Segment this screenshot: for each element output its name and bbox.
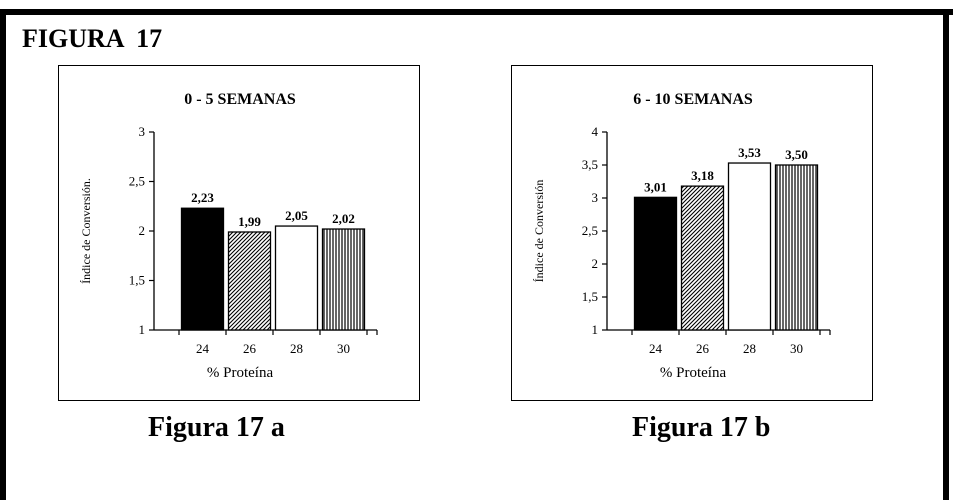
y-tick-label: 1 [139, 322, 146, 337]
y-tick-label: 1 [592, 322, 599, 337]
chart-b-svg: 6 - 10 SEMANAS 1 1,5 2 2,5 3 3,5 4 3,01 24 3,18 26 3… [532, 91, 831, 381]
x-tick-label: 28 [290, 341, 303, 356]
caption-b: Figura 17 b [632, 412, 771, 443]
x-tick-label: 30 [337, 341, 350, 356]
x-axis-label: % Proteína [207, 365, 274, 381]
x-tick-label: 28 [743, 341, 756, 356]
y-tick-label: 2 [139, 223, 146, 238]
frame-left-border [0, 9, 6, 500]
data-label: 3,01 [644, 179, 667, 194]
y-tick-label: 2,5 [582, 223, 598, 238]
x-tick-label: 24 [196, 341, 210, 356]
figure-title: FIGURA 17 [22, 24, 163, 53]
chart-title: 6 - 10 SEMANAS [633, 91, 753, 108]
data-label: 2,02 [332, 211, 355, 226]
bar-30 [774, 164, 819, 331]
data-label: 3,50 [785, 147, 808, 162]
y-tick-label: 1,5 [129, 273, 145, 288]
frame-top-border [0, 9, 953, 15]
y-tick-label: 2,5 [129, 174, 145, 189]
bar-28 [727, 162, 772, 331]
bar-30 [321, 228, 366, 331]
y-tick-label: 2 [592, 256, 599, 271]
bar-28 [274, 225, 319, 331]
data-label: 2,05 [285, 208, 308, 223]
data-label: 1,99 [238, 214, 261, 229]
frame-right-border [943, 9, 949, 500]
y-axis-label: Índice de Conversión [532, 180, 546, 283]
data-label: 2,23 [191, 190, 214, 205]
x-tick-label: 26 [243, 341, 257, 356]
chart-a-svg: 0 - 5 SEMANAS 1 1,5 2 2,5 3 2,23 24 1,99 26 2,05 28… [79, 91, 378, 381]
caption-a: Figura 17 a [148, 412, 285, 443]
bar-24 [180, 207, 225, 331]
bar-24 [633, 196, 678, 331]
bar-26 [680, 185, 725, 331]
y-tick-label: 3 [139, 124, 146, 139]
data-label: 3,53 [738, 145, 761, 160]
x-tick-label: 26 [696, 341, 710, 356]
y-tick-label: 3,5 [582, 157, 598, 172]
bar-26 [227, 231, 272, 331]
y-tick-label: 3 [592, 190, 599, 205]
data-label: 3,18 [691, 168, 714, 183]
y-tick-label: 1,5 [582, 289, 598, 304]
y-axis-label: Índice de Conversión. [79, 178, 93, 284]
chart-panel-a: 0 - 5 SEMANAS 1 1,5 2 2,5 3 2,23 24 1,99 26 2,05 28… [58, 65, 420, 401]
chart-title: 0 - 5 SEMANAS [184, 91, 296, 108]
y-tick-label: 4 [592, 124, 599, 139]
chart-panel-b: 6 - 10 SEMANAS 1 1,5 2 2,5 3 3,5 4 3,01 24 3,18 26 3… [511, 65, 873, 401]
x-tick-label: 24 [649, 341, 663, 356]
x-axis-label: % Proteína [660, 365, 727, 381]
x-tick-label: 30 [790, 341, 803, 356]
